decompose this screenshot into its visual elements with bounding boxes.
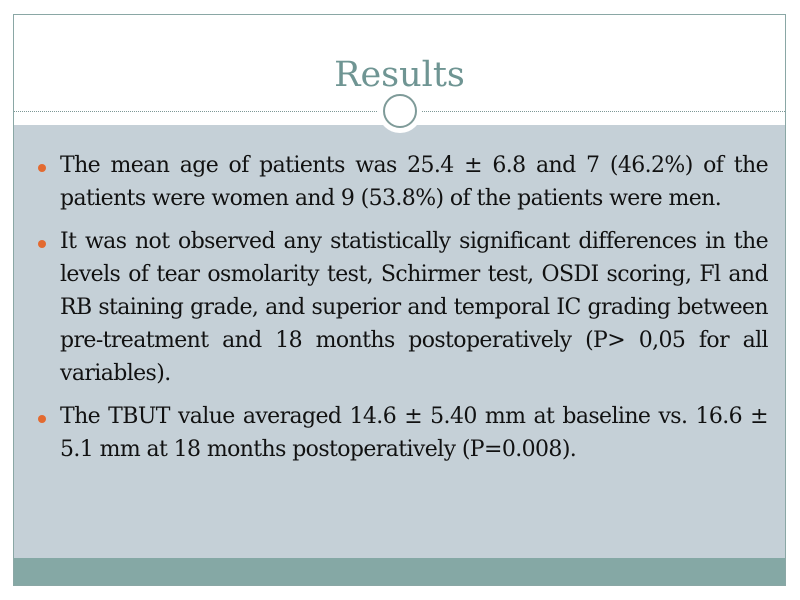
bullet-item: The TBUT value averaged 14.6 ± 5.40 mm a… — [38, 400, 769, 466]
bullet-dot-icon — [38, 415, 46, 423]
footer-band — [14, 558, 785, 585]
ring-divider-icon — [378, 89, 422, 133]
bullet-text: The TBUT value averaged 14.6 ± 5.40 mm a… — [60, 404, 769, 462]
bullet-dot-icon — [38, 240, 46, 248]
bullet-text: It was not observed any statistically si… — [60, 229, 769, 386]
bullet-dot-icon — [38, 164, 46, 172]
content-area — [14, 125, 785, 560]
bullet-list: The mean age of patients was 25.4 ± 6.8 … — [38, 149, 769, 476]
bullet-item: It was not observed any statistically si… — [38, 225, 769, 390]
slide: Results The mean age of patients was 25.… — [13, 14, 786, 586]
ring-divider-inner — [383, 94, 417, 128]
bullet-text: The mean age of patients was 25.4 ± 6.8 … — [60, 153, 769, 211]
bullet-item: The mean age of patients was 25.4 ± 6.8 … — [38, 149, 769, 215]
slide-title: Results — [334, 55, 465, 95]
